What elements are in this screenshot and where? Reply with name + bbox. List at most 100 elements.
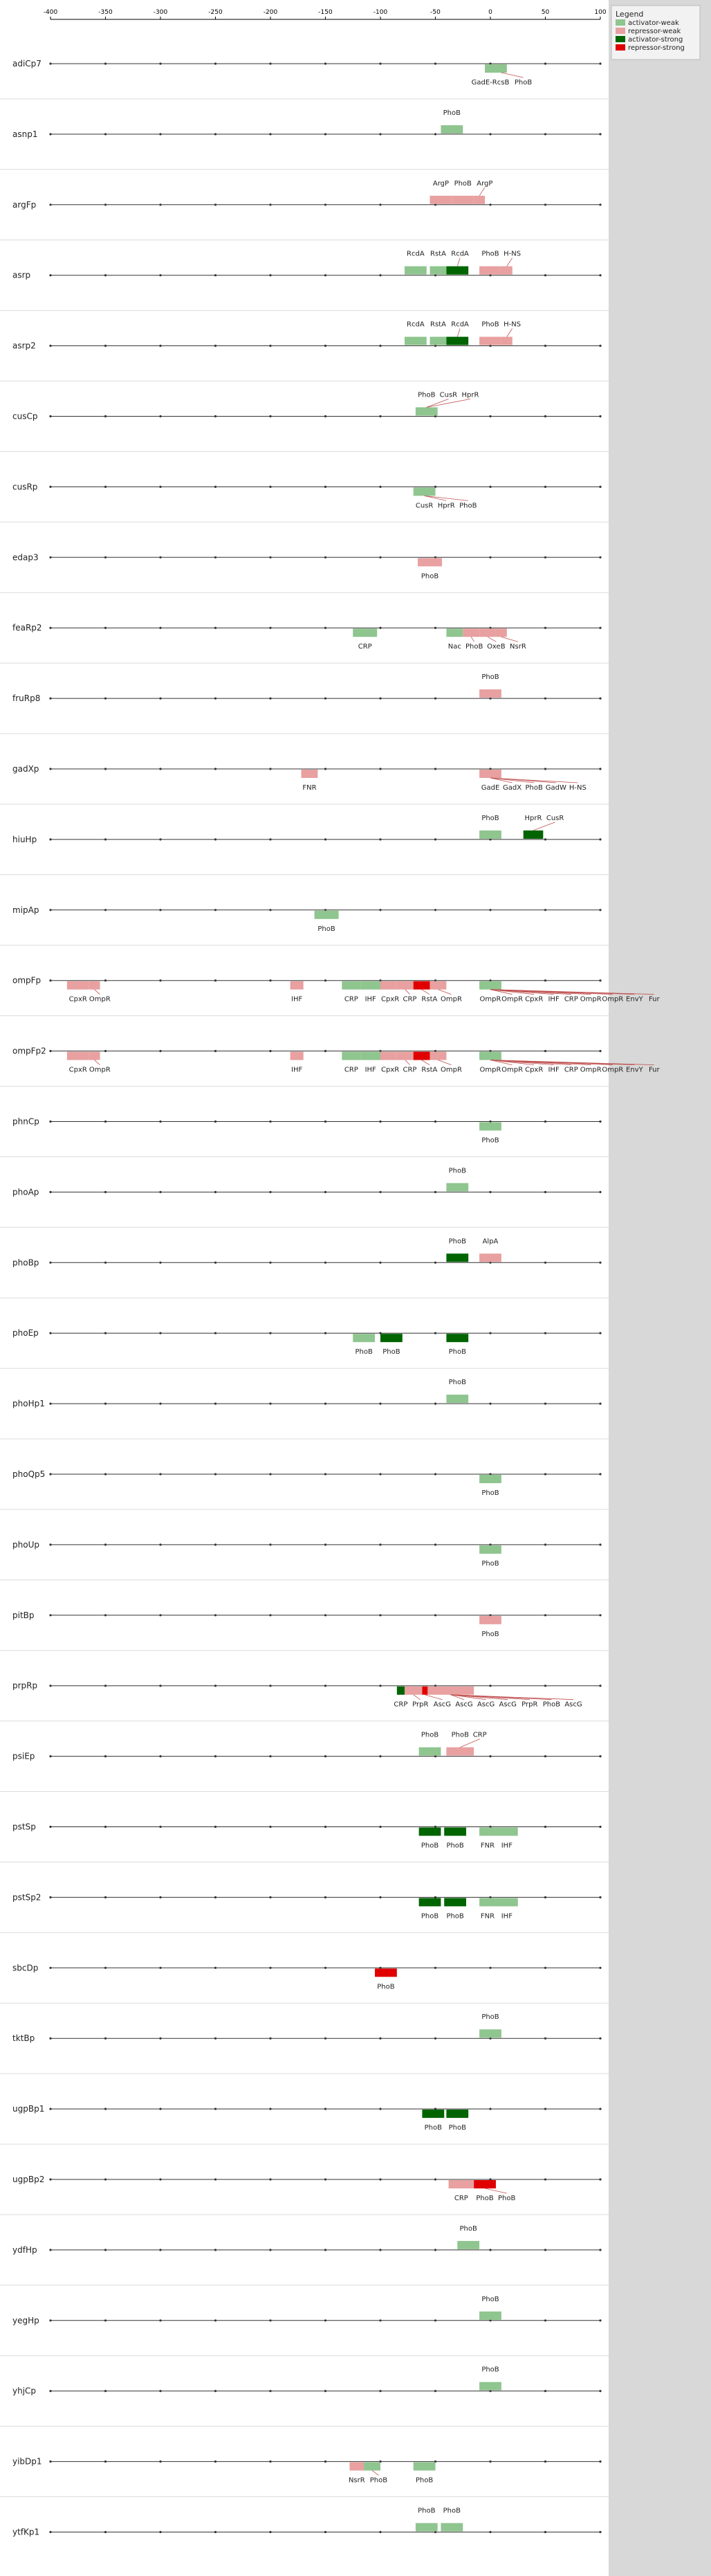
binding-site-repressor-weak[interactable] [463, 628, 480, 637]
binding-site-activator-weak[interactable] [441, 2523, 463, 2532]
binding-site-activator-weak[interactable] [479, 1827, 496, 1836]
binding-site-activator-weak[interactable] [479, 1475, 501, 1483]
row-tick-dot [159, 2319, 162, 2322]
site-label: H-NS [504, 251, 521, 258]
row-tick-dot [544, 1332, 547, 1334]
binding-site-activator-weak[interactable] [342, 1051, 361, 1060]
binding-site-activator-weak[interactable] [495, 1827, 518, 1836]
promoter-row: feaRp2 CRP Nac PhoB OxeB NsrR [0, 592, 609, 651]
binding-site-activator-strong[interactable] [418, 1827, 441, 1836]
binding-site-activator-weak[interactable] [495, 64, 507, 73]
binding-site-repressor-weak[interactable] [446, 1747, 474, 1756]
binding-site-repressor-weak[interactable] [89, 981, 100, 990]
binding-site-repressor-strong[interactable] [474, 2180, 496, 2188]
binding-site-repressor-weak[interactable] [501, 336, 513, 345]
binding-site-repressor-weak[interactable] [418, 558, 443, 567]
binding-site-repressor-weak[interactable] [349, 2462, 364, 2471]
binding-site-repressor-weak[interactable] [66, 1051, 89, 1060]
binding-site-activator-weak[interactable] [415, 2523, 438, 2532]
binding-site-activator-weak[interactable] [404, 266, 427, 275]
binding-site-repressor-weak[interactable] [479, 1615, 501, 1624]
binding-site-activator-strong[interactable] [380, 1334, 403, 1343]
binding-site-activator-strong[interactable] [523, 830, 544, 839]
binding-site-repressor-weak[interactable] [301, 770, 318, 778]
binding-site-activator-strong[interactable] [446, 1334, 469, 1343]
binding-site-activator-weak[interactable] [479, 1051, 501, 1060]
binding-site-activator-weak[interactable] [360, 1051, 380, 1060]
binding-site-activator-weak[interactable] [364, 2462, 380, 2471]
binding-site-activator-strong[interactable] [446, 2110, 469, 2119]
binding-site-repressor-weak[interactable] [448, 2180, 474, 2188]
binding-site-repressor-weak[interactable] [479, 1253, 501, 1262]
binding-site-activator-weak[interactable] [413, 2462, 436, 2471]
binding-site-activator-weak[interactable] [479, 1122, 501, 1131]
binding-site-activator-weak[interactable] [360, 981, 380, 990]
row-tick-dot [104, 1402, 107, 1405]
binding-site-repressor-weak[interactable] [66, 981, 89, 990]
binding-site-activator-strong[interactable] [444, 1898, 467, 1907]
binding-site-repressor-weak[interactable] [404, 1686, 423, 1695]
binding-site-repressor-weak[interactable] [479, 628, 496, 637]
binding-site-activator-strong[interactable] [446, 336, 469, 345]
binding-site-repressor-strong[interactable] [375, 1968, 397, 1977]
binding-site-activator-weak[interactable] [430, 336, 447, 345]
binding-site-activator-weak[interactable] [342, 981, 361, 990]
binding-site-repressor-strong[interactable] [413, 1051, 430, 1060]
binding-site-activator-weak[interactable] [404, 336, 427, 345]
row-tick-dot [599, 2037, 602, 2040]
binding-site-activator-strong[interactable] [446, 266, 469, 275]
binding-site-repressor-weak[interactable] [474, 195, 486, 204]
binding-site-repressor-strong[interactable] [413, 981, 430, 990]
row-tick-dot [104, 203, 107, 206]
binding-site-activator-strong[interactable] [396, 1686, 405, 1695]
binding-site-repressor-weak[interactable] [430, 981, 447, 990]
row-tick-dot [214, 203, 217, 206]
binding-site-activator-weak[interactable] [446, 628, 463, 637]
binding-site-activator-weak[interactable] [485, 64, 496, 73]
binding-site-repressor-weak[interactable] [479, 770, 501, 778]
binding-site-activator-weak[interactable] [479, 2029, 501, 2038]
binding-site-repressor-weak[interactable] [479, 266, 501, 275]
binding-site-repressor-weak[interactable] [380, 1051, 397, 1060]
binding-site-activator-weak[interactable] [479, 1898, 496, 1907]
binding-site-activator-weak[interactable] [446, 1183, 469, 1192]
binding-site-repressor-strong[interactable] [422, 1686, 428, 1695]
binding-site-activator-weak[interactable] [353, 628, 378, 637]
binding-site-activator-strong[interactable] [418, 1898, 441, 1907]
binding-site-activator-weak[interactable] [441, 125, 463, 134]
binding-site-activator-weak[interactable] [479, 830, 501, 839]
binding-site-repressor-weak[interactable] [290, 981, 304, 990]
binding-site-activator-weak[interactable] [430, 266, 447, 275]
binding-site-repressor-weak[interactable] [427, 1686, 474, 1695]
binding-site-repressor-weak[interactable] [396, 1051, 414, 1060]
binding-site-repressor-weak[interactable] [89, 1051, 100, 1060]
binding-site-activator-weak[interactable] [457, 2240, 480, 2249]
binding-site-activator-weak[interactable] [479, 1545, 501, 1554]
binding-site-activator-weak[interactable] [353, 1334, 376, 1343]
binding-site-activator-strong[interactable] [446, 1253, 469, 1262]
label-leader-line [490, 989, 513, 995]
binding-site-activator-weak[interactable] [418, 1747, 441, 1756]
binding-site-repressor-weak[interactable] [501, 266, 513, 275]
binding-site-repressor-weak[interactable] [290, 1051, 304, 1060]
binding-site-activator-strong[interactable] [444, 1827, 467, 1836]
binding-site-repressor-weak[interactable] [430, 1051, 447, 1060]
binding-site-repressor-weak[interactable] [479, 689, 501, 698]
binding-site-repressor-weak[interactable] [380, 981, 397, 990]
binding-site-activator-weak[interactable] [495, 1898, 518, 1907]
binding-site-activator-weak[interactable] [479, 981, 501, 990]
binding-site-repressor-weak[interactable] [430, 195, 452, 204]
row-tick-dot [599, 415, 602, 418]
binding-site-activator-weak[interactable] [446, 1395, 469, 1404]
binding-site-repressor-weak[interactable] [396, 981, 414, 990]
binding-site-repressor-weak[interactable] [495, 628, 507, 637]
binding-site-activator-weak[interactable] [479, 2382, 501, 2391]
site-label: PhoB [446, 1842, 463, 1850]
binding-site-repressor-weak[interactable] [452, 195, 474, 204]
binding-site-activator-weak[interactable] [415, 407, 438, 416]
binding-site-activator-weak[interactable] [413, 487, 436, 496]
binding-site-activator-strong[interactable] [422, 2110, 445, 2119]
binding-site-repressor-weak[interactable] [479, 336, 501, 345]
binding-site-activator-weak[interactable] [314, 910, 339, 919]
binding-site-activator-weak[interactable] [479, 2311, 501, 2320]
